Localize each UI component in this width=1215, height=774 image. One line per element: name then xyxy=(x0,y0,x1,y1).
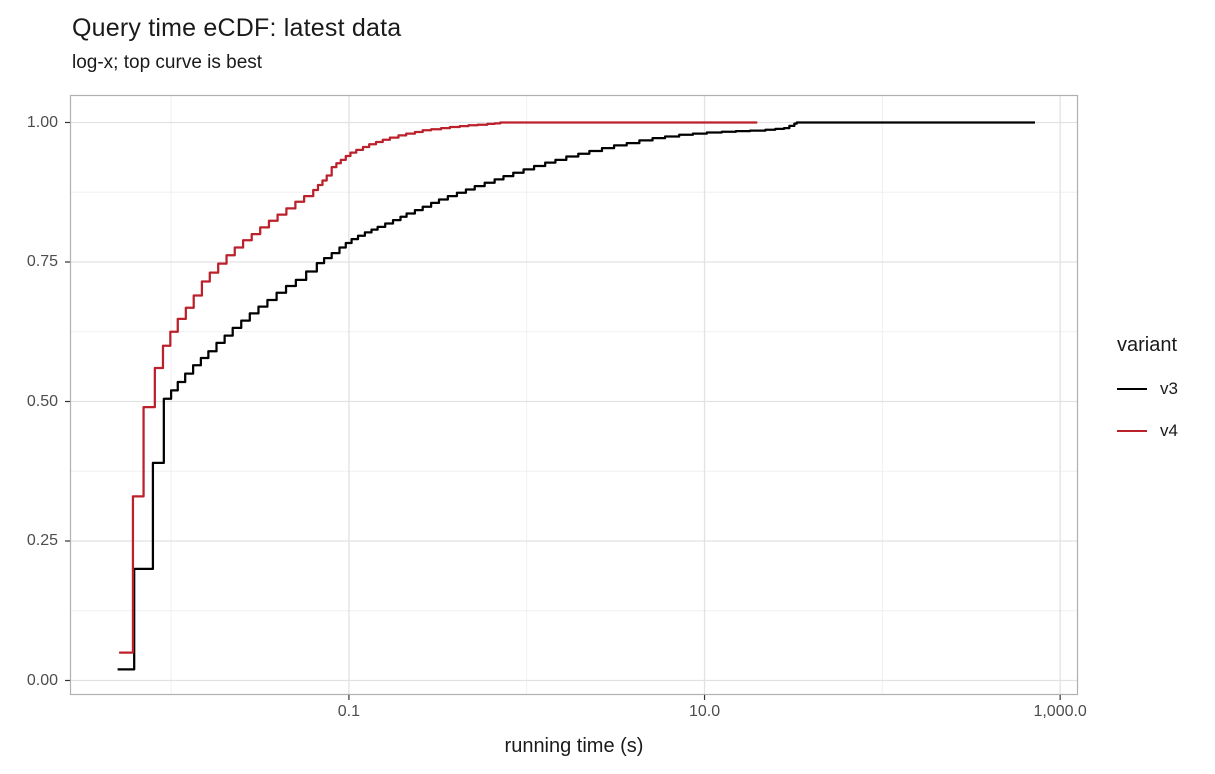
x-tick-label: 10.0 xyxy=(688,703,721,720)
legend-label-v4: v4 xyxy=(1160,421,1178,440)
y-tick-label: 0.25 xyxy=(26,532,58,549)
x-tick-label: 0.1 xyxy=(337,703,361,720)
y-tick-label: 1.00 xyxy=(26,113,58,131)
x-axis-title: running time (s) xyxy=(504,735,644,757)
legend-label-v3: v3 xyxy=(1160,379,1178,398)
legend-title: variant xyxy=(1117,334,1178,356)
legend-item-v3: v3 xyxy=(1117,377,1213,401)
y-tick-label: 0.75 xyxy=(26,253,58,270)
panel-border xyxy=(69,94,1079,696)
legend-line-swatch-v3 xyxy=(1117,388,1147,390)
legend-item-v4: v4 xyxy=(1117,419,1213,443)
y-axis-tick-labels: 0.00 0.25 0.50 0.75 1.00 xyxy=(0,95,58,695)
ecdf-plot-panel xyxy=(65,94,1079,700)
legend: variant v3 v4 xyxy=(1117,334,1213,461)
legend-line-swatch-v4 xyxy=(1117,430,1147,432)
y-tick-label: 0.00 xyxy=(26,671,58,689)
x-tick-label: 1,000.0 xyxy=(1033,703,1087,720)
ecdf-curve-v4 xyxy=(119,121,758,654)
y-tick-label: 0.50 xyxy=(26,392,58,410)
chart-subtitle: log-x; top curve is best xyxy=(72,52,263,73)
x-axis-tick-labels: 0.1 10.0 1,000.0 xyxy=(70,703,1087,723)
chart-title: Query time eCDF: latest data xyxy=(72,14,402,42)
ecdf-curve-v3 xyxy=(117,121,1035,671)
